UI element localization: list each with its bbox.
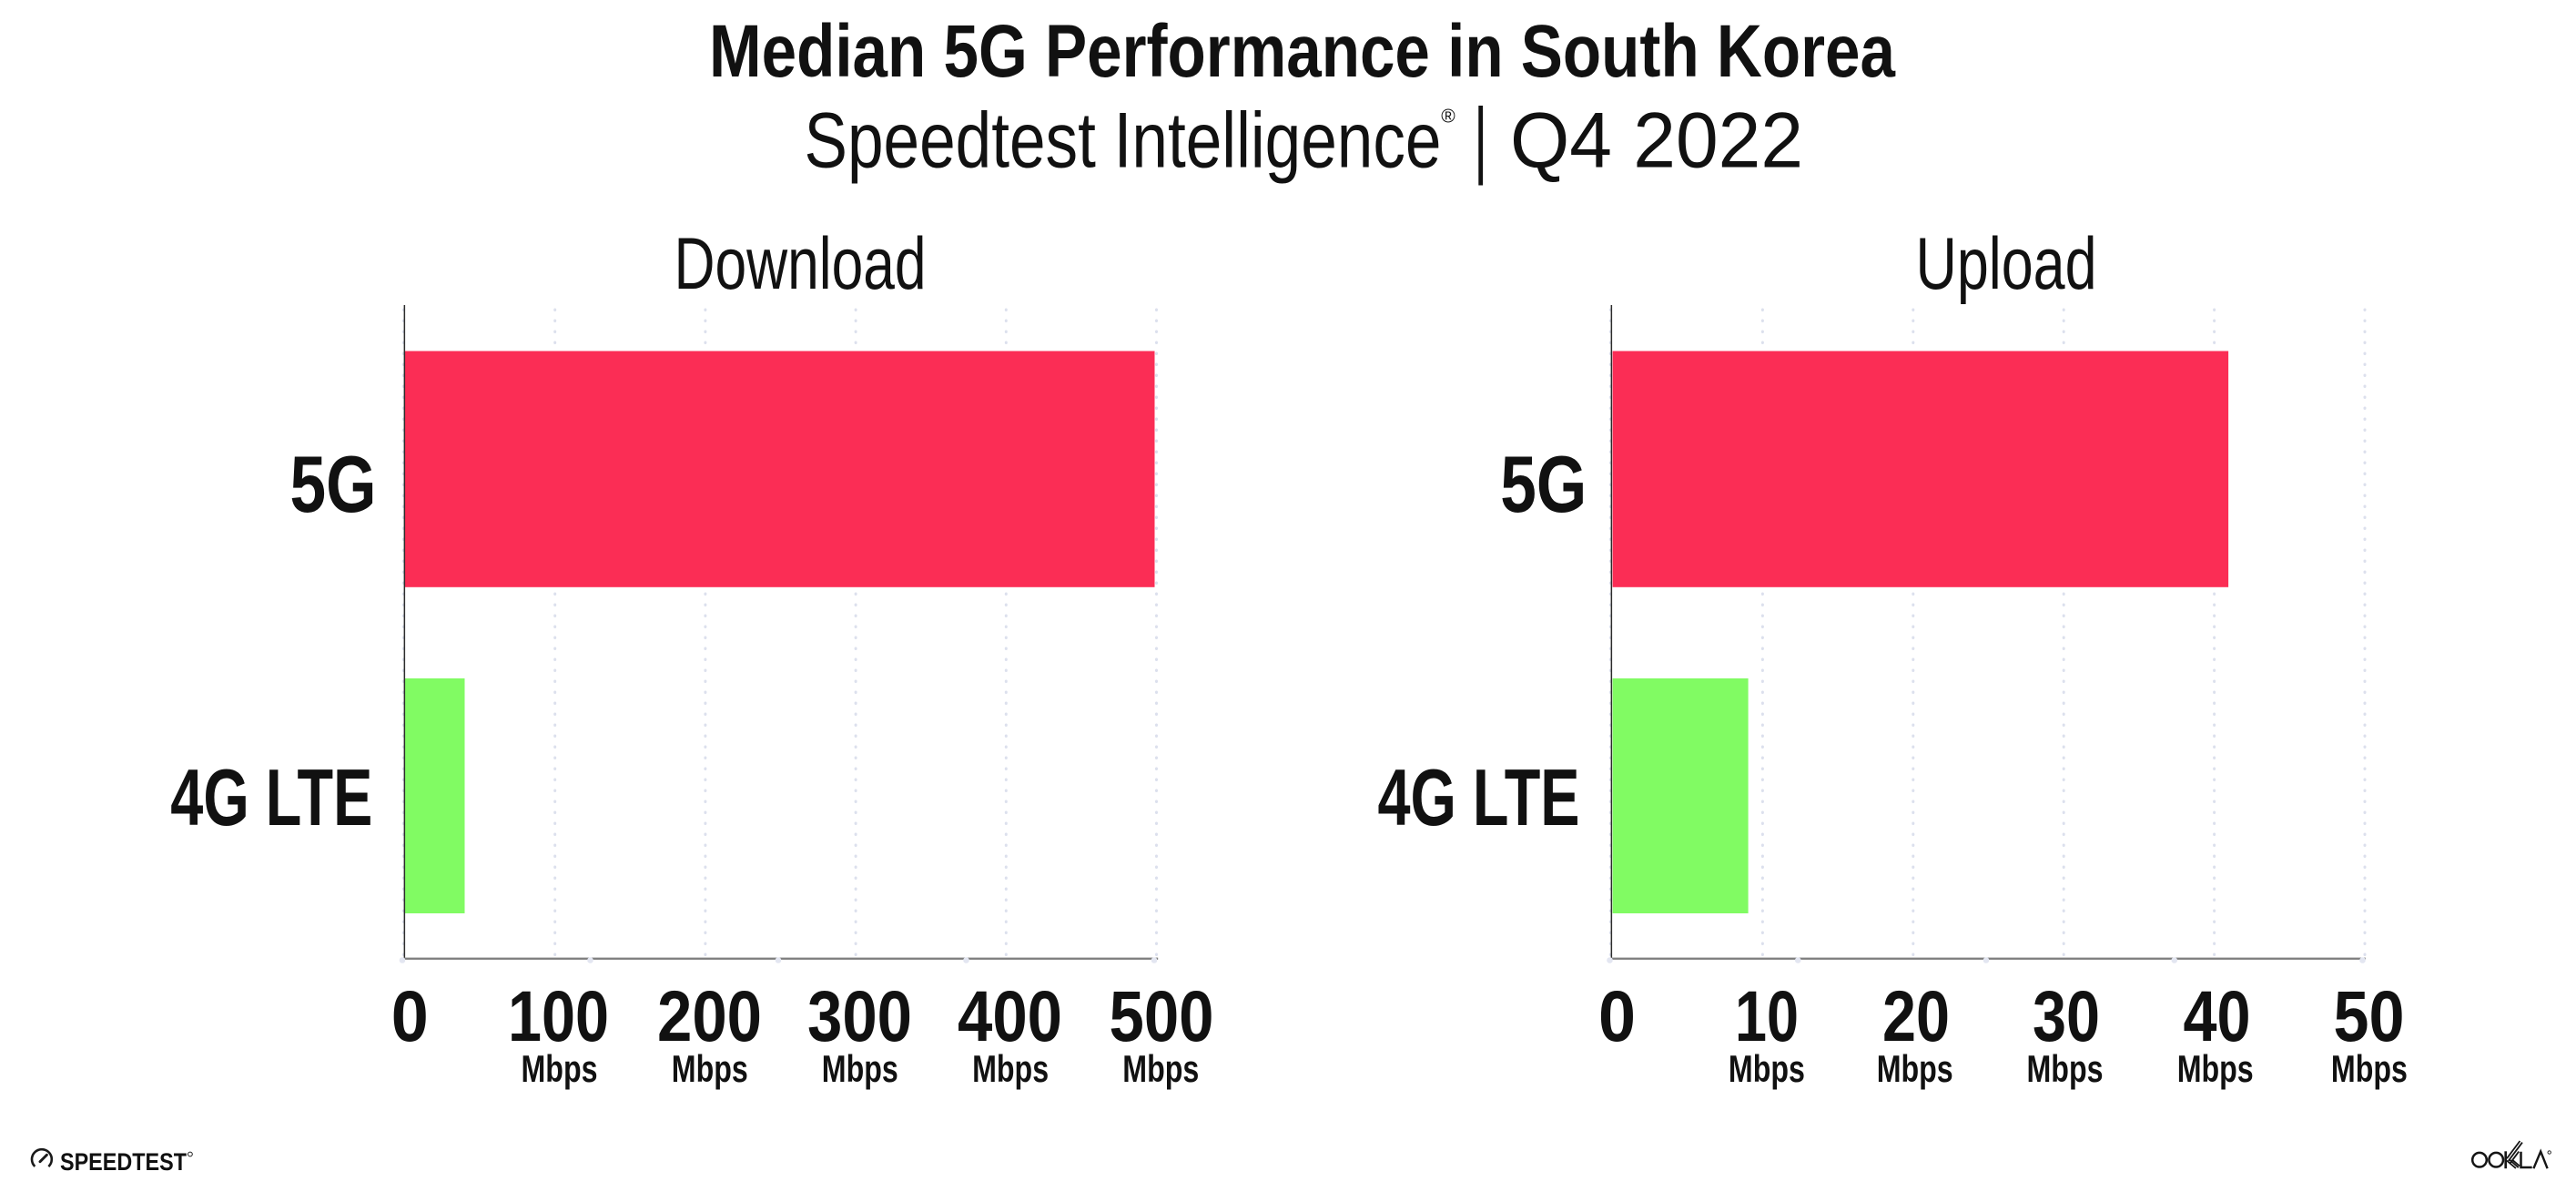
svg-text:5G: 5G — [1500, 439, 1587, 529]
svg-text:Mbps: Mbps — [972, 1047, 1049, 1090]
svg-text:5G: 5G — [290, 439, 377, 529]
svg-text:Download: Download — [674, 223, 927, 305]
svg-text:40: 40 — [2184, 975, 2251, 1056]
svg-text:500: 500 — [1110, 975, 1214, 1056]
svg-text:®: ® — [1441, 107, 1455, 127]
svg-text:SPEEDTEST: SPEEDTEST — [60, 1148, 187, 1176]
svg-text:Mbps: Mbps — [1122, 1047, 1199, 1090]
svg-text:Mbps: Mbps — [522, 1047, 598, 1090]
svg-text:200: 200 — [657, 975, 762, 1056]
svg-text:50: 50 — [2334, 975, 2405, 1056]
svg-text:Mbps: Mbps — [2177, 1047, 2254, 1090]
svg-text:Upload: Upload — [1916, 223, 2097, 305]
svg-text:30: 30 — [2033, 975, 2100, 1056]
svg-text:Mbps: Mbps — [2027, 1047, 2104, 1090]
svg-text:20: 20 — [1882, 975, 1950, 1056]
svg-text:300: 300 — [807, 975, 912, 1056]
svg-text:4G LTE: 4G LTE — [170, 752, 372, 842]
svg-text:0: 0 — [1598, 975, 1636, 1056]
svg-text:Median 5G Performance in South: Median 5G Performance in South Korea — [709, 10, 1895, 93]
svg-text:Speedtest Intelligence: Speedtest Intelligence — [805, 97, 1442, 185]
svg-text:10: 10 — [1735, 975, 1799, 1056]
svg-text:400: 400 — [958, 975, 1062, 1056]
svg-text:Mbps: Mbps — [1877, 1047, 1953, 1090]
svg-text:Mbps: Mbps — [822, 1047, 898, 1090]
svg-text:Q4 2022: Q4 2022 — [1510, 97, 1803, 185]
svg-text:Mbps: Mbps — [672, 1047, 748, 1090]
svg-text:4G LTE: 4G LTE — [1378, 752, 1580, 842]
svg-text:100: 100 — [508, 975, 609, 1056]
svg-text:Mbps: Mbps — [1729, 1047, 1805, 1090]
svg-text:0: 0 — [391, 975, 429, 1056]
svg-text:Mbps: Mbps — [2331, 1047, 2408, 1090]
